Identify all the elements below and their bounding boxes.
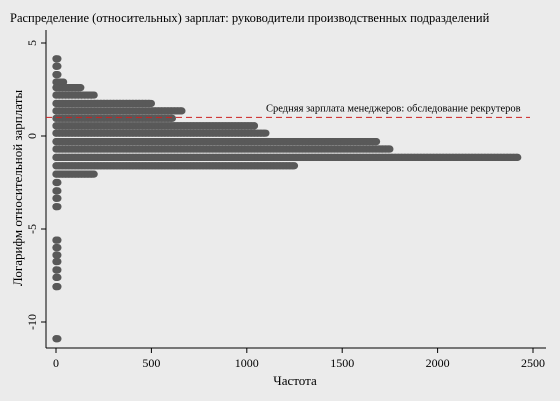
data-point	[52, 62, 60, 70]
data-point	[58, 78, 66, 86]
y-tick-label: -10	[25, 314, 39, 330]
data-point	[52, 178, 60, 187]
y-tick-label: 5	[25, 40, 39, 46]
data-point	[87, 170, 95, 178]
data-point	[52, 273, 60, 281]
data-point	[52, 203, 60, 211]
data-point	[52, 55, 60, 63]
data-point	[52, 258, 60, 266]
data-point	[52, 283, 60, 291]
data-point	[52, 335, 60, 343]
plot-area: 0 500 1000 1500 2000 2500 5 0 -5 -10 Средняя зарпл…	[25, 30, 546, 370]
data-point	[52, 187, 60, 195]
data-point	[52, 266, 60, 274]
data-point	[52, 251, 60, 259]
x-tick-label: 0	[53, 356, 59, 370]
data-point	[52, 71, 60, 79]
data-point	[52, 194, 60, 202]
x-tick-label: 1500	[330, 356, 354, 370]
data-point	[385, 145, 393, 153]
data-point	[372, 138, 380, 146]
data-point	[52, 244, 60, 252]
plot-background	[46, 30, 546, 348]
data-point	[167, 114, 175, 122]
data-point	[250, 122, 258, 130]
data-point	[145, 99, 153, 107]
data-point	[177, 107, 185, 115]
x-tick-label: 2000	[426, 356, 450, 370]
y-axis-label: Логарифм относительной зарплаты	[10, 90, 25, 286]
x-tick-label: 1000	[235, 356, 259, 370]
y-tick-label: 0	[25, 133, 39, 139]
data-point	[289, 162, 297, 170]
data-point	[87, 91, 95, 99]
reference-line-label: Средняя зарплата менеджеров: обследовани…	[266, 103, 521, 114]
x-axis-label: Частота	[273, 373, 317, 388]
data-point	[513, 153, 521, 161]
x-tick-label: 2500	[521, 356, 545, 370]
data-point	[74, 84, 82, 92]
data-point	[260, 129, 268, 137]
chart-title: Распределение (относительных) зарплат: р…	[10, 11, 490, 25]
y-tick-label: -5	[25, 224, 39, 234]
data-point	[52, 236, 60, 244]
x-tick-label: 500	[142, 356, 160, 370]
